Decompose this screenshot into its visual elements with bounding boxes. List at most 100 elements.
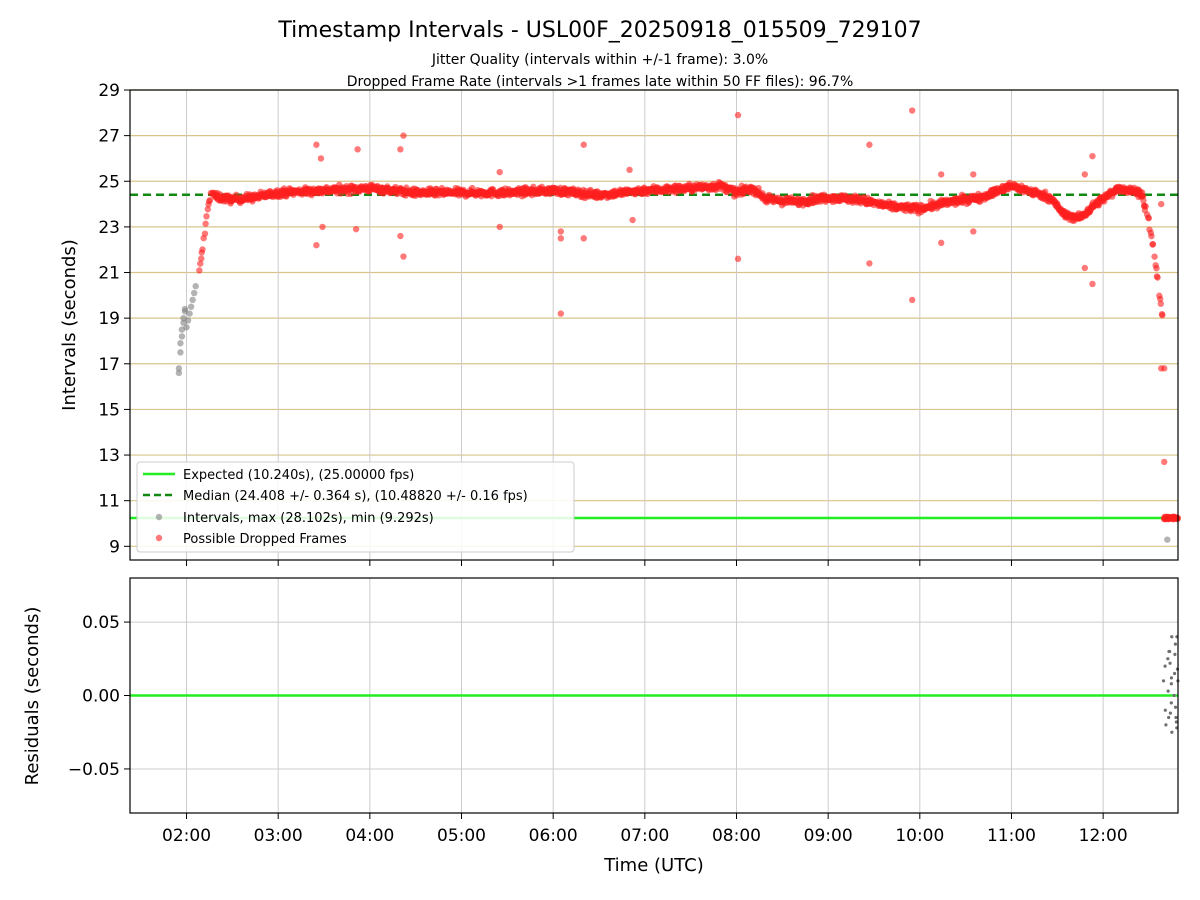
interval-point xyxy=(184,317,192,324)
dropped-frame-outlier xyxy=(1089,152,1096,160)
interval-point xyxy=(175,365,183,372)
dropped-frame-outlier xyxy=(352,225,360,233)
y-tick-label: 13 xyxy=(98,446,120,466)
x-tick-label: 02:00 xyxy=(162,826,211,846)
chart-title: Timestamp Intervals - USL00F_20250918_01… xyxy=(277,18,921,43)
dropped-frame-point xyxy=(202,220,209,227)
dropped-frame-outlier xyxy=(496,168,503,176)
dropped-frame-point xyxy=(196,267,203,274)
dropped-frame-point xyxy=(1139,193,1147,200)
y-tick-label: 21 xyxy=(98,264,120,284)
x-tick-label: 04:00 xyxy=(345,826,394,846)
dropped-frame-point xyxy=(206,197,214,204)
dropped-frame-outlier xyxy=(866,260,873,267)
interval-point xyxy=(190,289,198,297)
x-axis-label: Time (UTC) xyxy=(603,855,704,876)
x-tick-label: 12:00 xyxy=(1079,826,1128,846)
dropped-frame-outlier xyxy=(1081,171,1089,178)
residual-point xyxy=(1163,664,1167,668)
dropped-frame-outlier xyxy=(557,235,565,242)
dropped-frame-outlier xyxy=(397,232,404,240)
residual-point xyxy=(1163,708,1167,712)
dropped-frame-outlier xyxy=(580,141,587,148)
y-tick-label: 15 xyxy=(98,400,120,420)
intervals-points xyxy=(175,107,1182,543)
x-tick-label: 07:00 xyxy=(620,826,669,846)
x-tick-label: 09:00 xyxy=(804,826,853,846)
residuals-x-ticks: 02:00 03:00 04:00 05:00 06:00 07:00 08:00 09:00… xyxy=(162,813,1128,846)
x-tick-label: 05:00 xyxy=(437,826,486,846)
residuals-points xyxy=(1161,635,1180,734)
chart-subtitle-dropped: Dropped Frame Rate (intervals >1 frames … xyxy=(347,74,854,90)
dropped-frame-point xyxy=(204,206,211,213)
dropped-frame-point xyxy=(203,213,210,220)
dropped-frame-outlier xyxy=(908,107,916,114)
dropped-frame-outlier xyxy=(557,228,565,235)
residual-point xyxy=(1168,661,1172,665)
dropped-frame-point xyxy=(1157,300,1165,307)
legend-median-label: Median (24.408 +/- 0.364 s), (10.48820 +… xyxy=(183,489,528,504)
residual-point xyxy=(1174,715,1178,720)
legend-dropped-label: Possible Dropped Frames xyxy=(183,532,347,547)
y-tick-label: 9 xyxy=(109,537,120,557)
dropped-frame-outlier xyxy=(1089,280,1096,288)
dropped-frame-point xyxy=(1153,265,1160,272)
dropped-frame-outlier xyxy=(557,310,565,317)
dropped-frame-outlier xyxy=(970,228,977,235)
interval-point xyxy=(183,324,190,331)
dropped-frame-outlier xyxy=(866,141,873,148)
residual-point xyxy=(1173,652,1177,656)
interval-point xyxy=(186,310,193,317)
residual-point xyxy=(1173,642,1178,646)
dropped-frame-point xyxy=(201,230,209,237)
residual-point xyxy=(1170,730,1174,734)
dropped-frame-point xyxy=(1148,232,1155,240)
residual-point xyxy=(1161,679,1166,683)
interval-point xyxy=(178,333,186,340)
residual-point xyxy=(1167,715,1171,720)
interval-point xyxy=(189,296,196,304)
dropped-frame-outlier xyxy=(1161,458,1168,466)
dropped-frame-outlier xyxy=(313,141,320,148)
dropped-frame-outlier xyxy=(354,146,361,153)
dropped-frame-point xyxy=(198,255,205,262)
legend-dropped-swatch xyxy=(155,534,163,542)
residuals-y-ticks: 0.05 0.00 −0.05 xyxy=(68,613,130,780)
interval-point xyxy=(181,305,189,313)
intervals-y-ticks: 9 11 13 15 17 19 21 23 25 27 29 xyxy=(98,81,130,557)
x-tick-label: 10:00 xyxy=(895,826,944,846)
residual-point xyxy=(1169,676,1174,680)
residual-point xyxy=(1166,689,1170,693)
dropped-frame-outlier xyxy=(1157,200,1165,208)
interval-point xyxy=(177,340,184,347)
y-tick-label: 0.00 xyxy=(82,687,120,707)
dropped-frame-outlier xyxy=(400,253,407,260)
dropped-frame-outlier xyxy=(970,171,977,178)
y-tick-label: 19 xyxy=(98,309,120,329)
residual-point xyxy=(1168,711,1172,715)
dropped-frame-point xyxy=(197,260,204,267)
residuals-panel: 0.050.00−0.05 02:00 03:00 04:00 05:00 06:00 0… xyxy=(22,577,1180,876)
intervals-frame xyxy=(129,89,1179,561)
legend-intervals-swatch xyxy=(155,513,163,521)
residual-point xyxy=(1166,657,1170,661)
intervals-x-ticks xyxy=(186,560,1104,566)
residual-point xyxy=(1172,671,1177,676)
dropped-frame-outlier xyxy=(938,171,945,178)
interval-point xyxy=(1164,536,1171,543)
dropped-frame-outlier xyxy=(1081,264,1089,272)
dropped-frame-point xyxy=(1151,253,1158,260)
y-tick-label: 27 xyxy=(98,127,120,147)
residual-point xyxy=(1169,701,1173,705)
intervals-panel: 9 11 13 15 17 19 21 23 25 27 29 Intervals (seconds… xyxy=(59,81,1182,566)
residual-point xyxy=(1168,649,1172,654)
x-tick-label: 08:00 xyxy=(712,826,761,846)
chart-subtitle-jitter: Jitter Quality (intervals within +/-1 fr… xyxy=(431,52,768,68)
residual-point xyxy=(1169,682,1173,686)
x-tick-label: 03:00 xyxy=(254,826,303,846)
y-tick-label: 0.05 xyxy=(82,613,120,633)
legend-box xyxy=(136,461,575,553)
intervals-legend: Expected (10.240s), (25.00000 fps) Media… xyxy=(136,461,575,553)
dropped-frame-outlier xyxy=(496,223,503,231)
